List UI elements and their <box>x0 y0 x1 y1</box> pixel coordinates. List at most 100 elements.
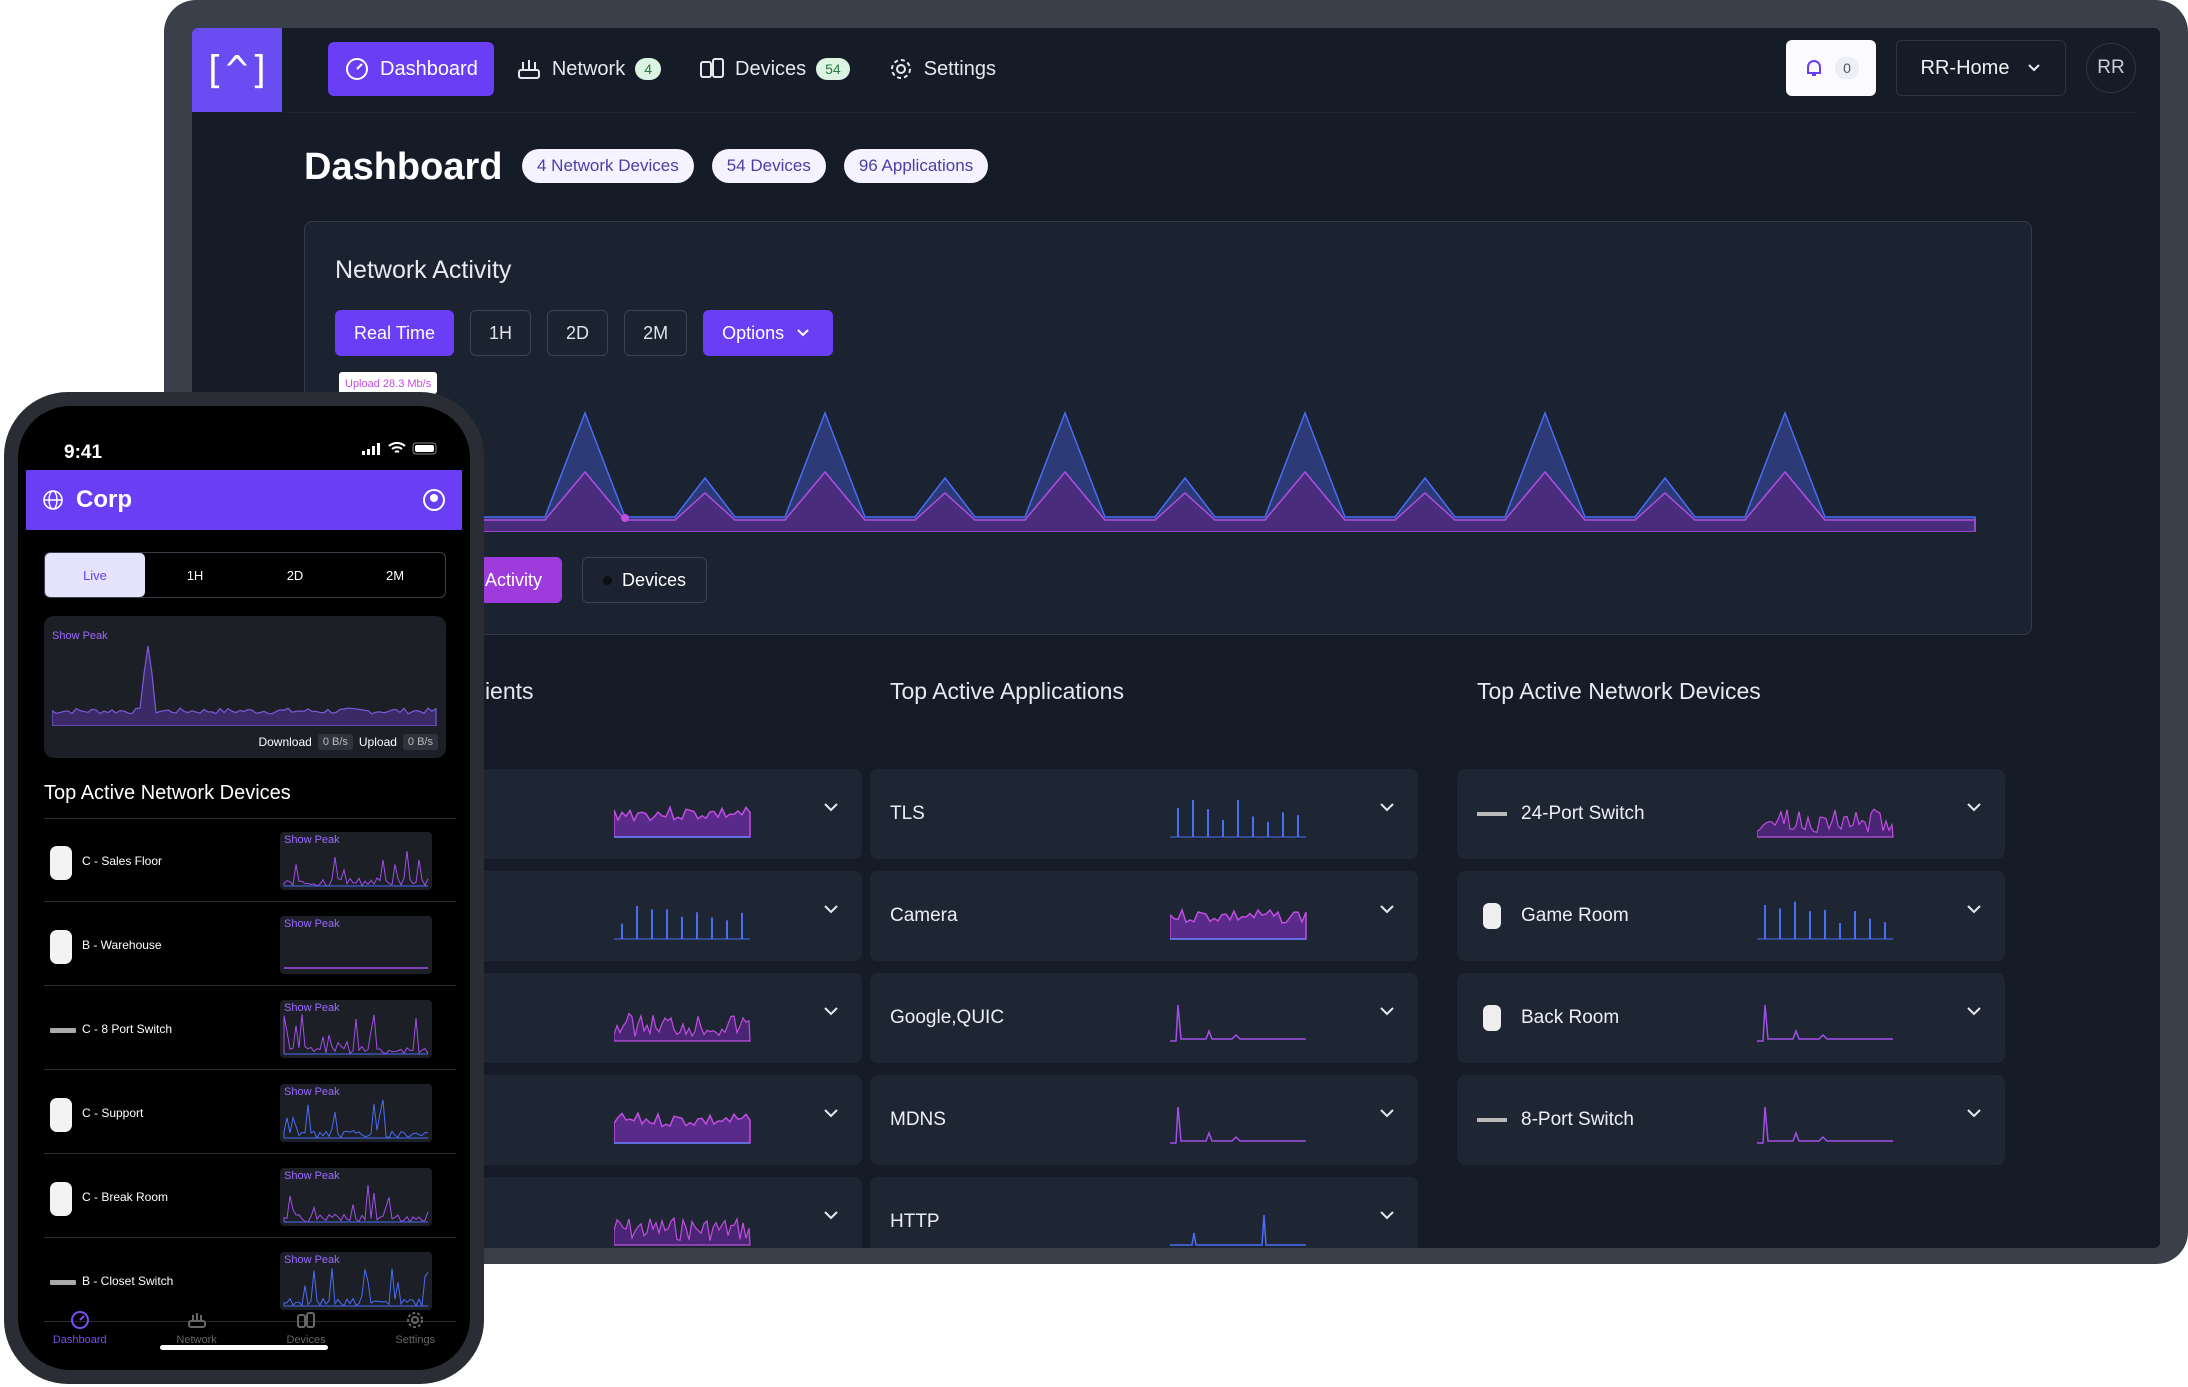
netdev-card-0-label: 24-Port Switch <box>1521 803 1645 824</box>
home-indicator <box>160 1345 328 1350</box>
phone-device-chart: Show Peak <box>280 1168 432 1226</box>
nav-settings[interactable]: Settings <box>872 42 1012 96</box>
phone-tab-bar: Dashboard Network Devices Settings <box>18 1296 470 1370</box>
tab-settings[interactable]: Settings <box>395 1310 435 1346</box>
upload-value: 0 B/s <box>402 734 438 750</box>
tab-devices-label: Devices <box>286 1334 326 1346</box>
app-card-0-sparkline <box>1170 799 1306 838</box>
nav-devices-label: Devices <box>735 57 807 80</box>
gear-icon <box>888 56 914 82</box>
app-logo[interactable]: [^] <box>192 28 282 112</box>
phone-device-sparkline <box>283 1099 429 1140</box>
chevron-down-icon <box>1380 803 1394 812</box>
user-circle-icon[interactable] <box>422 488 446 512</box>
app-card-2-label: Google,QUIC <box>890 1007 1005 1028</box>
netdev-card-0[interactable]: 24-Port Switch <box>1457 769 2005 859</box>
show-peak-toggle[interactable]: Show Peak <box>284 918 340 930</box>
wifi-icon <box>388 442 406 453</box>
tab-network[interactable]: Network <box>176 1310 217 1346</box>
range-2m[interactable]: 2M <box>624 310 688 356</box>
tab-dashboard[interactable]: Dashboard <box>53 1310 107 1346</box>
app-card-1[interactable]: Camera <box>870 871 1418 961</box>
netdev-card-3-label: 8-Port Switch <box>1521 1109 1634 1130</box>
phone-section-divider <box>44 818 456 819</box>
show-peak-toggle[interactable]: Show Peak <box>284 1170 340 1182</box>
status-time: 9:41 <box>64 442 103 463</box>
notification-count: 0 <box>1835 57 1859 79</box>
range-2d[interactable]: 2D <box>547 310 609 356</box>
phone-device-name: C - Break Room <box>82 1190 169 1204</box>
phone-device-row[interactable]: B - Warehouse Show Peak <box>44 904 456 986</box>
tab-devices[interactable]: Devices <box>287 1310 326 1346</box>
seg-2d[interactable]: 2D <box>286 567 304 583</box>
gear-icon <box>407 1312 424 1328</box>
user-avatar[interactable]: RR <box>2086 43 2136 93</box>
seg-2m[interactable]: 2M <box>385 567 405 583</box>
range-realtime[interactable]: Real Time <box>335 310 455 356</box>
chip-devices[interactable]: 54 Devices <box>711 149 826 183</box>
show-peak-toggle[interactable]: Show Peak <box>284 1254 340 1266</box>
devices-icon <box>699 56 725 82</box>
header-right: 0 RR-Home RR <box>1786 40 2136 96</box>
phone-activity-sparkline <box>52 645 437 726</box>
nav-settings-label: Settings <box>923 57 996 80</box>
network-activity-panel: Network Activity Real Time 1H 2D 2M Opti… <box>304 221 2032 635</box>
chevron-down-icon <box>1967 1007 1981 1016</box>
show-peak-toggle[interactable]: Show Peak <box>284 1086 340 1098</box>
nav-dashboard[interactable]: Dashboard <box>328 42 494 96</box>
site-selector[interactable]: RR-Home <box>1896 40 2066 96</box>
seg-live[interactable]: Live <box>45 553 145 597</box>
org-header[interactable]: Corp <box>26 470 462 530</box>
phone-device-name: C - Sales Floor <box>82 854 163 868</box>
header-divider <box>282 112 2136 113</box>
netdev-card-1[interactable]: Game Room <box>1457 871 2005 961</box>
notifications-button[interactable]: 0 <box>1786 40 1876 96</box>
show-peak-toggle[interactable]: Show Peak <box>52 630 108 642</box>
chip-network-devices[interactable]: 4 Network Devices <box>522 149 694 183</box>
org-name: Corp <box>76 486 132 513</box>
access-point-icon <box>50 1098 72 1132</box>
phone-section-title: Top Active Network Devices <box>44 782 291 804</box>
devices-count-badge: 54 <box>816 58 850 80</box>
phone-device-chart: Show Peak <box>280 1252 432 1310</box>
switch-icon <box>1477 799 1507 829</box>
range-buttons: Real Time 1H 2D 2M Options <box>335 310 834 356</box>
chart-tooltip: Upload 28.3 Mb/s <box>345 378 432 390</box>
app-card-2[interactable]: Google,QUIC <box>870 973 1418 1063</box>
apps-title: Top Active Applications <box>890 678 1124 704</box>
show-peak-toggle[interactable]: Show Peak <box>284 834 340 846</box>
network-activity-chart[interactable]: Upload 28.3 Mb/s <box>335 372 1995 532</box>
chevron-down-icon <box>824 1109 838 1118</box>
legend-devices[interactable]: Devices <box>582 557 708 603</box>
phone-device-row[interactable]: C - Sales Floor Show Peak <box>44 820 456 902</box>
chevron-down-icon <box>1967 803 1981 812</box>
phone-device-sparkline <box>283 851 429 887</box>
netdev-card-3[interactable]: 8-Port Switch <box>1457 1075 2005 1165</box>
nav-devices[interactable]: Devices 54 <box>683 42 866 96</box>
site-name: RR-Home <box>1920 56 2010 79</box>
netdev-card-2[interactable]: Back Room <box>1457 973 2005 1063</box>
chip-applications[interactable]: 96 Applications <box>843 149 989 183</box>
options-dropdown[interactable]: Options <box>703 310 834 356</box>
app-card-2-sparkline <box>1170 1004 1306 1042</box>
show-peak-toggle[interactable]: Show Peak <box>284 1002 340 1014</box>
nav-network[interactable]: Network 4 <box>500 42 677 96</box>
chevron-down-icon <box>1967 905 1981 914</box>
netdev-card-2-label: Back Room <box>1521 1007 1620 1028</box>
dashboard-gauge-icon <box>70 1311 89 1329</box>
switch-icon <box>1477 1105 1507 1135</box>
seg-1h[interactable]: 1H <box>186 567 204 583</box>
tab-dashboard-label: Dashboard <box>52 1334 107 1346</box>
range-1h[interactable]: 1H <box>470 310 532 356</box>
legend-dot <box>603 575 613 585</box>
app-card-0[interactable]: TLS <box>870 769 1418 859</box>
activity-legend: Activity Devices <box>465 557 708 603</box>
phone-device-row[interactable]: B - Closet Switch Show Peak <box>44 1240 456 1322</box>
app-card-4[interactable]: HTTP <box>870 1177 1418 1248</box>
phone-device-row[interactable]: C - 8 Port Switch Show Peak <box>44 988 456 1070</box>
phone-activity-chart[interactable]: Show Peak Download 0 B/s Upload 0 B/s <box>44 616 446 758</box>
phone-device-row[interactable]: C - Support Show Peak <box>44 1072 456 1154</box>
phone-device-row[interactable]: C - Break Room Show Peak <box>44 1156 456 1238</box>
upload-label: Upload <box>358 735 397 749</box>
app-card-3[interactable]: MDNS <box>870 1075 1418 1165</box>
